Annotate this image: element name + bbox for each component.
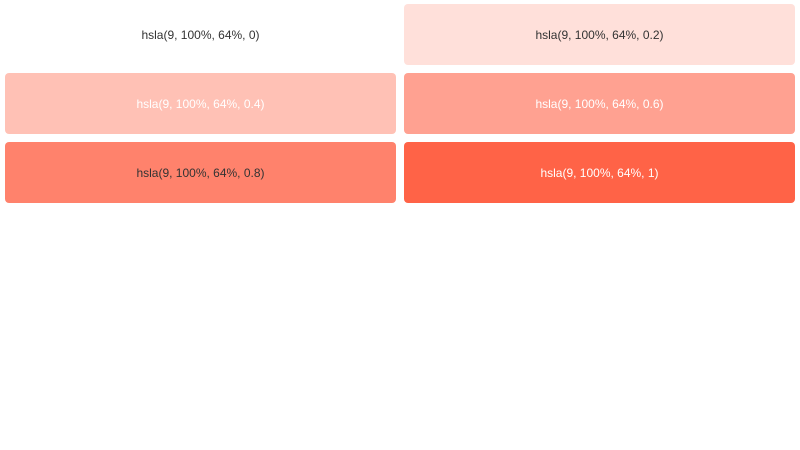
- swatch-label: hsla(9, 100%, 64%, 0): [141, 27, 260, 42]
- color-swatch-alpha-02: hsla(9, 100%, 64%, 0.2): [404, 4, 795, 65]
- swatch-label: hsla(9, 100%, 64%, 0.2): [535, 27, 664, 42]
- color-swatch-alpha-1: hsla(9, 100%, 64%, 1): [404, 142, 795, 203]
- color-swatch-alpha-0: hsla(9, 100%, 64%, 0): [5, 4, 396, 65]
- color-swatch-alpha-08: hsla(9, 100%, 64%, 0.8): [5, 142, 396, 203]
- swatch-label: hsla(9, 100%, 64%, 0.4): [136, 96, 265, 111]
- color-palette-grid: hsla(9, 100%, 64%, 0) hsla(9, 100%, 64%,…: [0, 0, 800, 207]
- swatch-label: hsla(9, 100%, 64%, 1): [540, 165, 659, 180]
- color-swatch-alpha-06: hsla(9, 100%, 64%, 0.6): [404, 73, 795, 134]
- color-swatch-alpha-04: hsla(9, 100%, 64%, 0.4): [5, 73, 396, 134]
- swatch-label: hsla(9, 100%, 64%, 0.6): [535, 96, 664, 111]
- swatch-label: hsla(9, 100%, 64%, 0.8): [136, 165, 265, 180]
